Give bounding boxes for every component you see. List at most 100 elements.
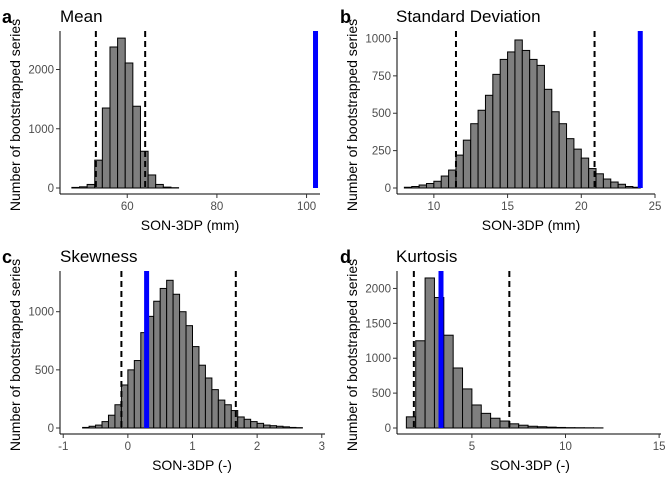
histogram-bar xyxy=(508,423,520,429)
histogram-bar xyxy=(159,287,168,429)
x-tick-label: 0 xyxy=(125,441,131,453)
histogram-bar xyxy=(529,58,538,189)
y-tick-label: 1000 xyxy=(28,124,54,136)
x-tick-label: 25 xyxy=(649,201,662,213)
histogram-bar xyxy=(109,46,119,189)
histogram-bar xyxy=(204,377,213,429)
histogram-bar xyxy=(86,183,96,189)
y-tick-label: 1000 xyxy=(28,307,54,319)
x-tick-label: 20 xyxy=(575,201,588,213)
y-tick-label: 2000 xyxy=(365,283,391,295)
x-tick-label: 100 xyxy=(297,201,316,213)
histogram-bar xyxy=(117,37,126,189)
panel-title: Standard Deviation xyxy=(396,7,541,26)
histogram-bar xyxy=(499,420,510,429)
observed-line xyxy=(144,271,150,428)
x-tick-label: 1 xyxy=(189,441,195,453)
x-tick-label: 15 xyxy=(653,441,666,453)
observed-line xyxy=(637,31,643,188)
histogram-bar xyxy=(79,186,88,189)
histogram-bar xyxy=(527,425,538,429)
x-tick-label: -1 xyxy=(58,441,68,453)
histogram-bar xyxy=(185,325,194,429)
histogram-bar xyxy=(551,111,560,189)
histogram-bar xyxy=(101,107,111,189)
x-tick-label: 10 xyxy=(427,201,440,213)
histogram-bar xyxy=(132,105,141,189)
panel-label: b xyxy=(340,7,351,27)
panel-b: b Standard Deviation SON-3DP (mm) Number… xyxy=(340,7,661,233)
panel-title: Mean xyxy=(60,7,103,26)
panel-c: c Skewness SON-3DP (-) Number of bootstr… xyxy=(2,247,325,473)
histogram-bar xyxy=(403,186,413,189)
histogram-bar xyxy=(224,404,232,429)
panel-label: c xyxy=(2,247,12,267)
histogram-bar xyxy=(471,404,482,429)
histogram-bar xyxy=(71,186,80,189)
histogram-bar xyxy=(415,340,426,429)
panel-d: d Kurtosis SON-3DP (-) Number of bootstr… xyxy=(340,247,666,473)
histogram-bar xyxy=(276,425,284,429)
histogram-bar xyxy=(250,421,258,429)
y-tick-label: 0 xyxy=(48,183,54,195)
histogram-bar xyxy=(452,367,464,429)
histogram-bar xyxy=(440,175,450,189)
histogram-bar xyxy=(217,399,226,429)
plot-area: 0 500 1000 -1 0 1 2 3 xyxy=(28,271,325,453)
histogram-bar xyxy=(595,173,604,189)
histogram-bar xyxy=(507,51,516,189)
histogram-bar xyxy=(198,364,206,429)
histogram-bar xyxy=(518,424,529,429)
histogram-bar xyxy=(470,123,479,189)
histogram-bar xyxy=(88,425,97,429)
x-axis-title: SON-3DP (mm) xyxy=(141,217,240,233)
plot-area: 0 1000 2000 60 80 100 xyxy=(28,31,320,213)
histogram-bar xyxy=(555,426,567,429)
histogram-bar xyxy=(243,418,252,429)
x-tick-label: 2 xyxy=(254,441,260,453)
histogram-bar xyxy=(536,64,545,189)
plot-area: 0 500 1000 1500 2000 5 10 15 xyxy=(365,271,666,453)
histogram-bar xyxy=(566,138,575,189)
histogram-bar xyxy=(499,58,509,189)
y-axis-title: Number of bootstrapped series xyxy=(344,259,360,451)
histogram-bar xyxy=(455,154,464,189)
panel-title: Skewness xyxy=(60,247,137,266)
y-tick-label: 2000 xyxy=(28,65,54,77)
histogram-bar xyxy=(425,183,435,189)
y-tick-label: 500 xyxy=(372,108,391,120)
histogram-bar xyxy=(610,181,619,189)
histogram-bar xyxy=(617,183,627,189)
y-tick-label: 250 xyxy=(372,146,391,158)
histogram-bar xyxy=(462,388,473,429)
histogram-bar xyxy=(133,360,142,429)
histogram-bar xyxy=(211,389,219,429)
histogram-bar xyxy=(127,369,135,429)
y-tick-label: 0 xyxy=(385,183,391,195)
y-axis-title: Number of bootstrapped series xyxy=(7,19,23,211)
panel-a: a Mean SON-3DP (mm) Number of bootstrapp… xyxy=(2,7,320,233)
histogram-bar xyxy=(521,49,531,189)
histogram-bar xyxy=(82,426,90,429)
x-axis-title: SON-3DP (-) xyxy=(490,457,570,473)
observed-line xyxy=(438,271,444,428)
histogram-bar xyxy=(155,183,164,189)
y-tick-label: 500 xyxy=(35,365,54,377)
histogram-bar xyxy=(179,311,187,429)
histogram-bar xyxy=(546,426,557,429)
x-axis-title: SON-3DP (mm) xyxy=(482,217,581,233)
panel-title: Kurtosis xyxy=(396,247,457,266)
histogram-bar xyxy=(162,186,172,189)
histogram-bar xyxy=(107,414,116,429)
histogram-bar xyxy=(418,184,427,189)
histogram-bar xyxy=(443,334,454,429)
x-tick-label: 10 xyxy=(559,441,572,453)
histogram-bar xyxy=(625,186,634,189)
histogram-bar xyxy=(288,426,297,429)
y-axis-title: Number of bootstrapped series xyxy=(7,259,23,451)
histogram-bar xyxy=(101,421,109,429)
y-tick-label: 0 xyxy=(385,423,391,435)
histogram-bar xyxy=(484,94,494,189)
histogram-bar xyxy=(492,73,501,189)
